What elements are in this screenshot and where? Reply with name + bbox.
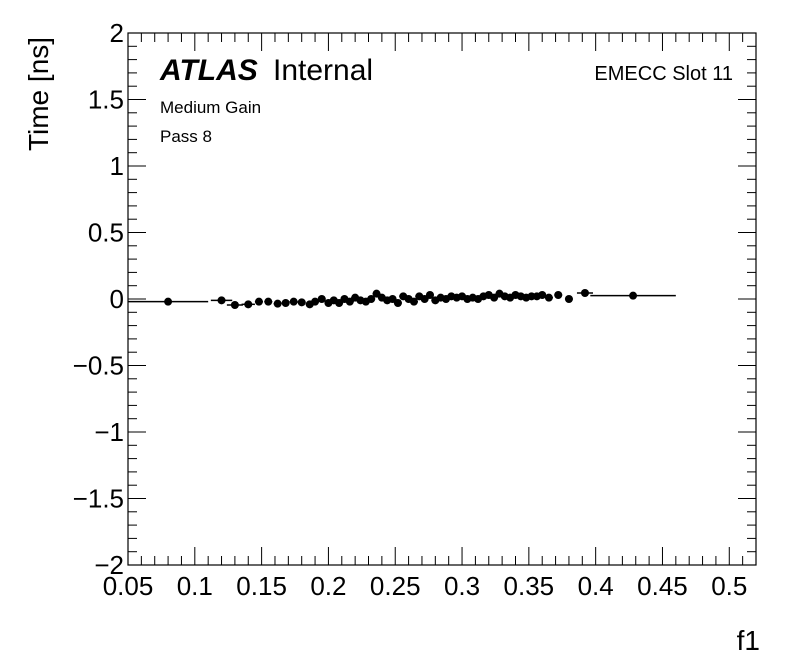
- data-point: [425, 291, 434, 300]
- data-point: [297, 298, 306, 307]
- y-tick-label: 1.5: [88, 85, 124, 115]
- y-tick-label: 0: [110, 284, 124, 314]
- data-point: [554, 291, 563, 300]
- data-point: [217, 296, 226, 305]
- internal-label: Internal: [273, 54, 373, 87]
- data-point: [393, 298, 402, 307]
- x-tick-label: 0.3: [444, 571, 480, 601]
- y-tick-label: −1: [94, 417, 124, 447]
- data-point: [629, 291, 638, 300]
- gain-label: Medium Gain: [160, 98, 261, 117]
- x-tick-label: 0.1: [177, 571, 213, 601]
- data-point: [409, 297, 418, 306]
- x-tick-label: 0.5: [711, 571, 747, 601]
- y-axis-title: Time [ns]: [23, 37, 54, 151]
- data-point: [538, 291, 547, 300]
- x-axis-title: f1: [737, 625, 760, 656]
- data-point: [367, 295, 376, 303]
- x-tick-label: 0.35: [504, 571, 555, 601]
- x-tick-label: 0.15: [236, 571, 287, 601]
- data-point: [564, 295, 573, 303]
- data-point: [254, 297, 263, 306]
- data-point: [317, 295, 326, 303]
- data-point: [244, 300, 253, 309]
- x-tick-label: 0.05: [103, 571, 154, 601]
- y-tick-label: 0.5: [88, 218, 124, 248]
- data-point: [264, 297, 273, 306]
- data-point: [281, 298, 290, 307]
- data-point: [544, 293, 553, 302]
- x-tick-label: 0.4: [578, 571, 614, 601]
- atlas-label: ATLAS: [159, 54, 258, 87]
- data-point: [289, 297, 298, 306]
- y-tick-label: −1.5: [73, 484, 124, 514]
- data-point: [580, 289, 589, 298]
- x-tick-label: 0.25: [370, 571, 421, 601]
- slot-label: EMECC Slot 11: [594, 63, 733, 85]
- data-point: [230, 300, 239, 309]
- y-tick-label: 2: [110, 18, 124, 48]
- data-point: [273, 299, 282, 308]
- y-tick-label: −0.5: [73, 351, 124, 381]
- y-tick-label: 1: [110, 151, 124, 181]
- x-tick-label: 0.45: [637, 571, 688, 601]
- y-tick-label: −2: [94, 550, 124, 580]
- data-point: [164, 297, 173, 306]
- data-point: [311, 297, 320, 306]
- x-tick-label: 0.2: [310, 571, 346, 601]
- pass-label: Pass 8: [160, 127, 212, 146]
